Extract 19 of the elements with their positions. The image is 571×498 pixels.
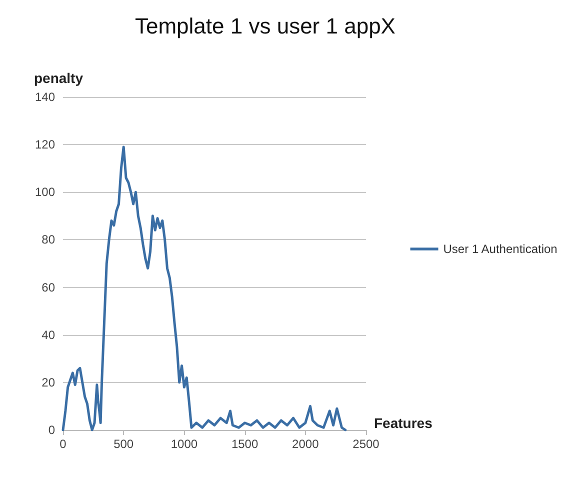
x-tick-label: 1500 — [231, 437, 258, 451]
x-tick-label: 1000 — [170, 437, 198, 451]
y-tick-label: 140 — [34, 90, 56, 104]
legend-label: User 1 Authentication — [443, 242, 558, 256]
y-tick-label: 60 — [42, 280, 56, 294]
y-tick-label: 0 — [48, 423, 56, 437]
line-series — [62, 146, 347, 432]
x-axis-title: Features — [374, 415, 433, 431]
x-tick-label: 500 — [114, 437, 134, 451]
y-tick-label: 120 — [34, 138, 56, 152]
y-axis-title: penalty — [34, 70, 84, 86]
x-tick-label: 0 — [60, 437, 67, 451]
y-tick-label: 40 — [42, 328, 56, 342]
y-tick-label: 20 — [42, 375, 56, 390]
y-tick-label: 100 — [34, 185, 56, 200]
chart-title: Template 1 vs user 1 appX — [135, 14, 396, 38]
y-tick-label: 80 — [42, 232, 56, 247]
x-tick-label: 2000 — [292, 437, 320, 451]
x-tick-label: 2500 — [352, 437, 380, 451]
